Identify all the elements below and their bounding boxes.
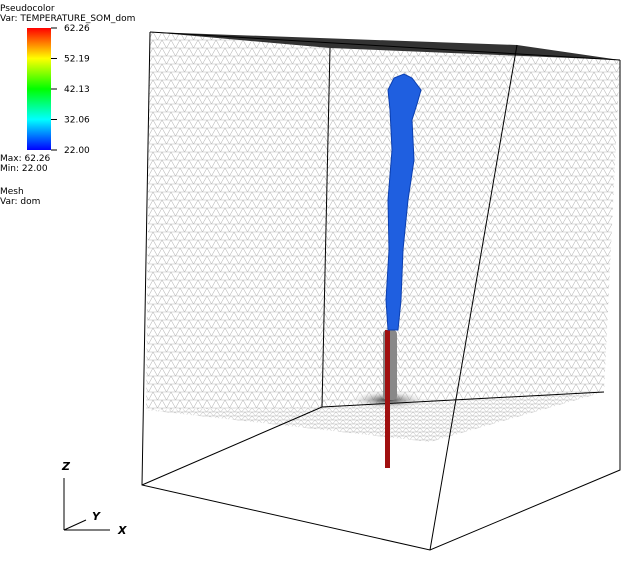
visualization-window: Z Y X Pseudocolor Var: TEMPERATURE_SOM_d… bbox=[0, 0, 623, 562]
legend-variable: Var: TEMPERATURE_SOM_dom bbox=[0, 14, 135, 24]
mesh-wall-back bbox=[322, 48, 620, 407]
legend-title: Pseudocolor bbox=[0, 4, 55, 14]
mesh-variable: Var: dom bbox=[0, 197, 40, 207]
colorbar-tick-label: 42.13 bbox=[64, 85, 90, 95]
colorbar bbox=[27, 28, 51, 150]
axis-label-y: Y bbox=[92, 510, 101, 523]
axis-label-z: Z bbox=[61, 460, 71, 473]
colorbar-tick-label: 22.00 bbox=[64, 146, 90, 156]
mesh-title: Mesh bbox=[0, 187, 24, 197]
mesh-wall-left bbox=[146, 32, 330, 410]
injector-rod bbox=[385, 330, 390, 468]
colorbar-tick-label: 52.19 bbox=[64, 55, 90, 65]
legend-min: Min: 22.00 bbox=[0, 164, 48, 174]
colorbar-tick-label: 32.06 bbox=[64, 116, 90, 126]
legend-max: Max: 62.26 bbox=[0, 154, 51, 164]
colorbar-tick-label: 62.26 bbox=[64, 24, 90, 34]
axis-triad bbox=[64, 478, 110, 530]
render: Z Y X Pseudocolor Var: TEMPERATURE_SOM_d… bbox=[0, 0, 623, 562]
axis-label-x: X bbox=[117, 524, 127, 537]
